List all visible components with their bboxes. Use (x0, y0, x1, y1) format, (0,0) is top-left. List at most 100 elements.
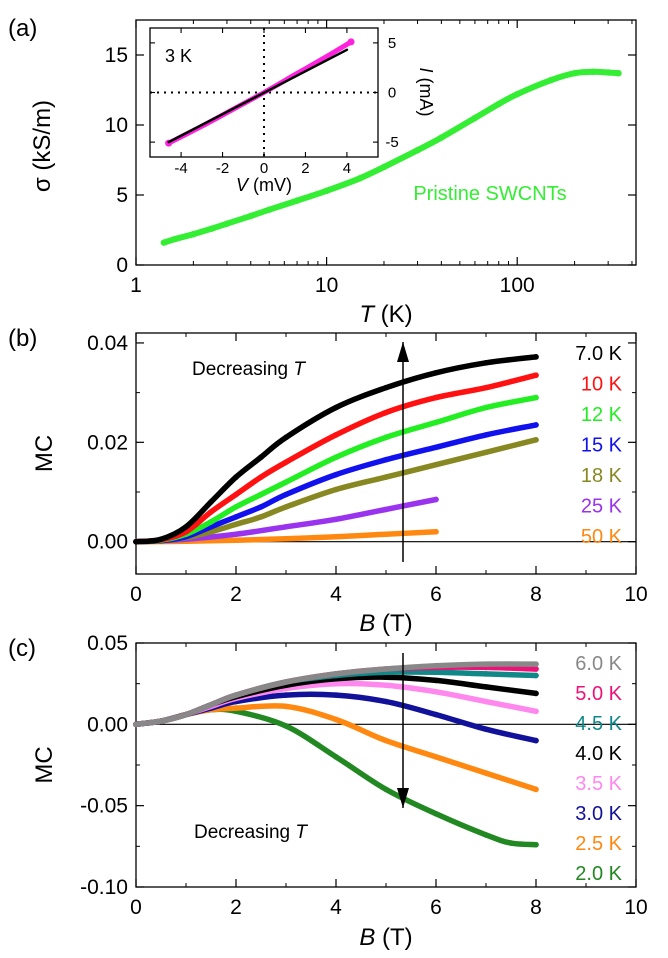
legend-label: 2.0 K (575, 863, 622, 885)
y-tick-label: 5 (116, 184, 128, 207)
data-point (258, 491, 264, 498)
data-point (383, 474, 389, 480)
legend-label: 5.0 K (575, 683, 622, 705)
inset-y-axis-label-unit: (mA) (416, 73, 436, 117)
inset-x-tick-label: -2 (216, 160, 229, 177)
data-point (533, 422, 539, 428)
data-point (383, 682, 389, 689)
legend-label: 18 K (581, 465, 623, 487)
data-point (158, 718, 164, 724)
data-point (233, 504, 239, 510)
legend-label: 10 K (581, 374, 623, 396)
x-tick-label: 1 (130, 274, 142, 297)
arrow-head (397, 342, 409, 362)
x-axis-label-unit: (T) (375, 610, 412, 637)
data-point (208, 528, 214, 535)
data-point (158, 536, 164, 543)
data-point (483, 404, 489, 411)
x-axis-label-unit: (T) (375, 924, 412, 951)
data-point (333, 716, 339, 723)
data-point (190, 231, 197, 238)
data-point (258, 504, 264, 510)
data-point (233, 692, 239, 698)
data-point (533, 354, 539, 360)
data-point (483, 384, 489, 391)
data-point (433, 528, 439, 535)
data-point (483, 832, 489, 838)
x-tick-label: 6 (430, 896, 442, 919)
data-point (383, 698, 389, 705)
legend-label: 3.0 K (575, 803, 622, 825)
data-point (283, 434, 289, 441)
data-point (533, 437, 539, 443)
y-axis-label: σ (kS/m) (29, 100, 56, 192)
x-tick-label: 8 (530, 896, 542, 919)
y-tick-label: 0.00 (87, 713, 128, 736)
data-point (266, 206, 273, 213)
x-tick-label: 0 (130, 583, 142, 606)
data-point (383, 531, 389, 538)
legend-label: 2.5 K (575, 833, 622, 855)
data-point (233, 537, 239, 544)
data-point (183, 711, 189, 718)
x-tick-label: 4 (330, 896, 342, 919)
data-point (533, 786, 539, 793)
x-tick-label: 4 (330, 583, 342, 606)
data-point (508, 840, 514, 846)
data-point (333, 754, 339, 760)
data-point (483, 671, 489, 677)
annotation-text: Decreasing (194, 822, 295, 843)
data-point (533, 708, 539, 715)
data-point (356, 175, 364, 182)
inset-y-tick-label: -5 (385, 134, 398, 151)
data-point (514, 91, 521, 98)
x-tick-label: 2 (230, 583, 242, 606)
panel-b: (b) 0 2 4 6 8 10 0.00 0.02 0.04 B (T) MC 7.0 K 10 K 12… (8, 325, 648, 637)
x-axis-label-unit: (K) (374, 301, 413, 328)
data-point (533, 666, 539, 672)
inset-y-tick-label: 0 (388, 85, 396, 102)
legend-label: 12 K (581, 404, 623, 426)
legend-label: 50 K (581, 526, 623, 548)
data-point (383, 434, 389, 441)
data-point (433, 369, 439, 376)
data-point (433, 711, 439, 718)
data-point (433, 419, 439, 426)
data-point (247, 212, 254, 220)
data-point (283, 692, 289, 698)
data-point (383, 384, 389, 391)
data-point (283, 459, 289, 465)
data-point (183, 523, 189, 530)
data-point (171, 235, 179, 243)
data-point (208, 509, 214, 515)
data-point (333, 432, 339, 438)
data-point (483, 432, 489, 438)
x-tick-label: 100 (500, 274, 535, 297)
data-point (223, 220, 231, 227)
y-tick-label: 0.02 (87, 431, 128, 454)
data-point (433, 394, 439, 401)
data-point (333, 680, 339, 687)
data-point (283, 504, 289, 510)
data-point (604, 69, 612, 76)
data-point (283, 703, 289, 710)
legend-label: 25 K (581, 496, 623, 518)
y-tick-label: 10 (105, 114, 128, 137)
data-point (333, 516, 339, 523)
inset-x-axis-label-unit: (mV) (248, 175, 292, 195)
data-point (383, 506, 389, 513)
y-tick-label: 0.00 (87, 531, 128, 554)
data-point (160, 239, 168, 246)
legend-label: 3.5 K (575, 773, 622, 795)
inset-x-tick-label: 0 (260, 160, 268, 177)
inset-x-tick-label: 2 (301, 160, 309, 177)
series-label: Pristine SWCNTs (413, 183, 566, 205)
data-point (414, 147, 421, 154)
data-point (380, 163, 388, 171)
x-tick-label: 6 (430, 583, 442, 606)
data-point (533, 737, 539, 744)
annotation-text: Decreasing (192, 359, 293, 380)
data-point (547, 77, 554, 84)
inset-x-tick-label: -4 (174, 160, 187, 177)
data-point (133, 538, 139, 545)
